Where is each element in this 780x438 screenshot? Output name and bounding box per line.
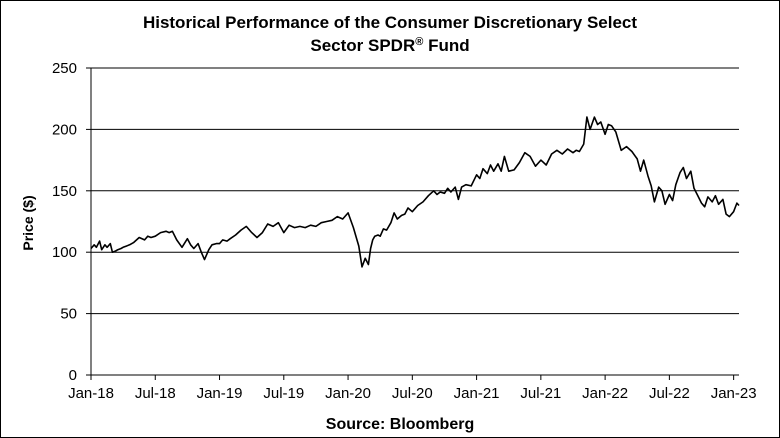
source-caption: Source: Bloomberg [326, 416, 474, 433]
x-tick-label-jan-20: Jan-20 [325, 385, 371, 402]
y-tick-label-250: 250 [52, 60, 77, 77]
x-tick-label-jan-22: Jan-22 [582, 385, 628, 402]
y-tick-label-150: 150 [52, 183, 77, 200]
gridlines [91, 67, 739, 315]
chart-title-line-2: Sector SPDR® Fund [310, 36, 469, 55]
x-tick-label-jul-20: Jul-20 [392, 385, 433, 402]
chart-title-line-2-suffix: Fund [423, 36, 469, 55]
x-tick-label-jan-19: Jan-19 [197, 385, 243, 402]
x-tick-label-jul-22: Jul-22 [649, 385, 690, 402]
y-tick-label-200: 200 [52, 121, 77, 138]
chart-title-line-1: Historical Performance of the Consumer D… [143, 13, 637, 32]
x-tick-label-jul-18: Jul-18 [135, 385, 176, 402]
x-tick-label-jan-23: Jan-23 [711, 385, 757, 402]
x-tick-label-jul-21: Jul-21 [520, 385, 561, 402]
x-tick-label-jan-18: Jan-18 [68, 385, 114, 402]
x-tick-label-jul-19: Jul-19 [263, 385, 304, 402]
y-axis-ticks: 0 50 100 150 200 250 [52, 60, 91, 384]
y-axis-label: Price ($) [20, 195, 36, 250]
y-tick-label-100: 100 [52, 244, 77, 261]
price-line-series [90, 116, 740, 268]
x-tick-label-jan-21: Jan-21 [454, 385, 500, 402]
axes [90, 68, 739, 376]
y-tick-label-0: 0 [69, 367, 77, 384]
chart-title-line-2-prefix: Sector SPDR [310, 36, 415, 55]
x-axis-ticks: Jan-18 Jul-18 Jan-19 Jul-19 Jan-20 Jul-20 Jan-… [68, 375, 757, 402]
y-tick-label-50: 50 [60, 306, 77, 323]
registered-mark: ® [415, 36, 423, 48]
